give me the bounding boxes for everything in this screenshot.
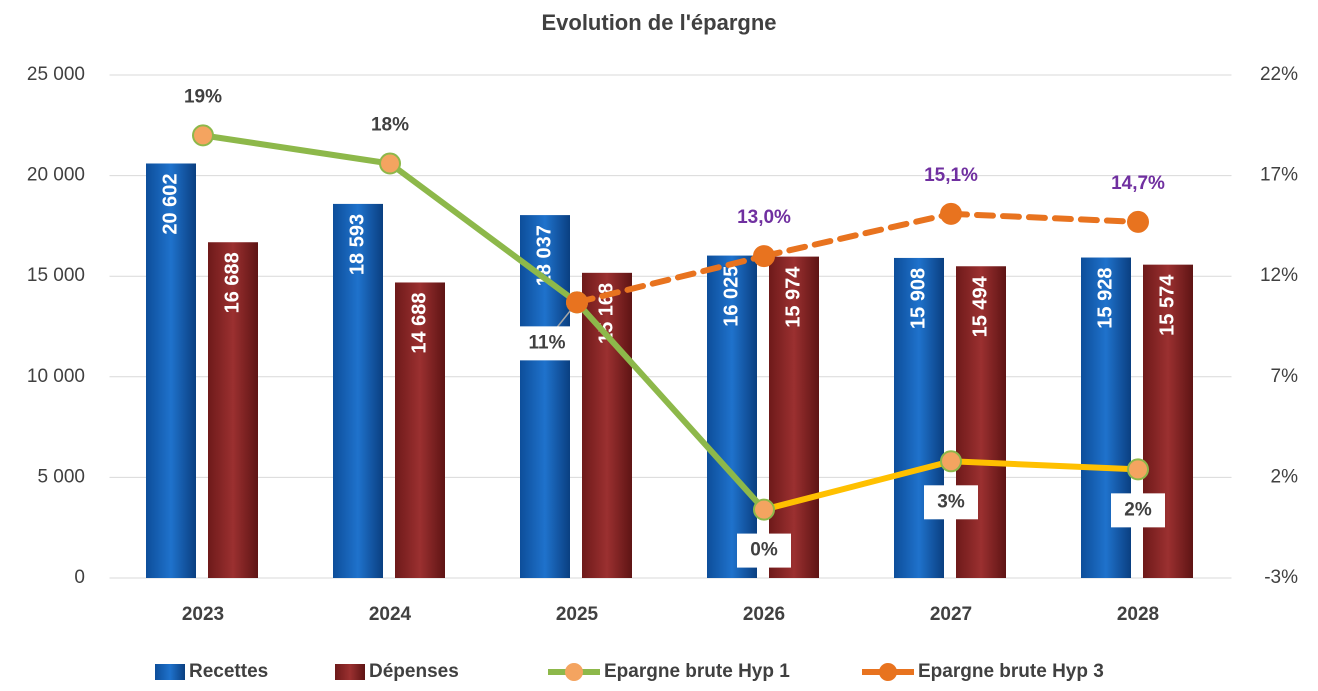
line-value-label: 15,1% <box>924 165 978 186</box>
legend-marker <box>565 663 583 681</box>
line-value-label: 3% <box>937 491 965 512</box>
bar <box>956 266 1006 578</box>
y-tick-label: 25 000 <box>27 64 85 85</box>
bar <box>707 255 757 578</box>
line-marker <box>1127 210 1149 233</box>
line-marker <box>192 124 214 147</box>
label-box <box>924 485 978 520</box>
label-box <box>1111 493 1165 528</box>
line-marker <box>940 202 962 225</box>
legend-label: Epargne brute Hyp 1 <box>604 661 790 682</box>
bar-value-label: 20 602 <box>159 173 181 234</box>
line-segment <box>761 458 954 513</box>
y2-tick-label: 17% <box>1260 165 1298 186</box>
line-marker <box>1127 458 1149 481</box>
y2-tick-label: 12% <box>1260 265 1298 286</box>
label-box <box>737 533 791 568</box>
bar <box>894 257 944 578</box>
line-segment <box>948 210 1141 225</box>
bar <box>333 203 383 578</box>
x-tick-label: 2025 <box>556 604 599 625</box>
x-tick-label: 2026 <box>743 604 785 625</box>
bar <box>769 256 819 578</box>
bar <box>582 272 632 578</box>
label-box <box>520 326 574 361</box>
bar-value-label: 15 908 <box>907 268 929 329</box>
bar-value-label: 15 574 <box>1156 274 1178 336</box>
y2-tick-label: 22% <box>1260 64 1298 85</box>
bar <box>395 282 445 578</box>
legend-label: Epargne brute Hyp 3 <box>918 661 1104 682</box>
line-value-label: 14,7% <box>1111 173 1165 194</box>
bar <box>146 163 196 578</box>
line-segment <box>948 458 1141 473</box>
line-segment <box>387 160 580 306</box>
line-marker <box>379 152 401 175</box>
bar-value-label: 16 025 <box>720 266 742 327</box>
y2-tick-label: 7% <box>1271 366 1299 387</box>
line-value-label: 0% <box>750 540 778 561</box>
legend-marker <box>879 663 897 681</box>
x-tick-label: 2028 <box>1117 604 1159 625</box>
line-value-label: 11% <box>529 332 566 353</box>
x-tick-label: 2027 <box>930 604 972 625</box>
line-segment <box>200 132 393 167</box>
y-tick-label: 0 <box>74 567 85 588</box>
y2-tick-label: 2% <box>1271 466 1299 487</box>
line-segment <box>574 253 767 306</box>
line-value-label: 2% <box>1124 499 1152 520</box>
line-value-label: 18% <box>371 115 409 136</box>
x-tick-label: 2023 <box>182 604 224 625</box>
y2-tick-label: -3% <box>1264 567 1298 588</box>
y-tick-label: 5 000 <box>37 466 85 487</box>
line-segment <box>574 299 767 513</box>
line-value-label: 19% <box>184 86 222 107</box>
bar-value-label: 16 688 <box>221 252 243 313</box>
bar-value-label: 15 928 <box>1094 268 1116 329</box>
line-value-label: 13,0% <box>737 207 791 228</box>
bar <box>208 242 258 579</box>
bar-value-label: 15 494 <box>969 275 991 337</box>
line-marker <box>940 450 962 473</box>
chart-title: Evolution de l'épargne <box>541 10 776 35</box>
y-tick-label: 20 000 <box>27 165 85 186</box>
line-marker <box>566 291 588 314</box>
line-marker <box>753 245 775 268</box>
legend-label: Dépenses <box>369 661 459 682</box>
line-segment <box>761 210 954 260</box>
legend-swatch <box>335 664 365 680</box>
bar-value-label: 18 593 <box>346 214 368 275</box>
x-tick-label: 2024 <box>369 604 412 625</box>
y-tick-label: 15 000 <box>27 265 85 286</box>
bar-value-label: 14 688 <box>408 292 430 353</box>
legend-label: Recettes <box>189 661 268 682</box>
legend-swatch <box>155 664 185 680</box>
line-marker <box>753 498 775 521</box>
y-tick-label: 10 000 <box>27 366 85 387</box>
bar-value-label: 15 974 <box>782 266 804 328</box>
